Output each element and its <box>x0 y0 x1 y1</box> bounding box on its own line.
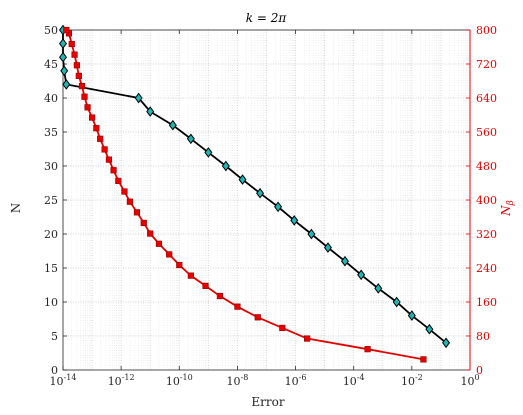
data-point-diamond <box>204 147 213 158</box>
data-point-diamond <box>357 269 366 281</box>
data-point-square <box>81 93 88 100</box>
data-point-square <box>216 292 224 300</box>
y-left-tick-label: 40 <box>44 92 58 105</box>
data-point-square <box>93 125 100 132</box>
series-square <box>63 26 427 363</box>
data-point-square <box>78 83 86 90</box>
y-left-tick-label: 10 <box>44 296 58 309</box>
x-tick-label: 10-2 <box>401 373 423 388</box>
data-point-square <box>254 314 261 321</box>
data-point-square <box>202 282 209 289</box>
y-right-label-main: N <box>499 205 513 217</box>
y-right-tick-label: 800 <box>476 24 497 37</box>
data-point-square <box>71 51 78 58</box>
y-left-tick-label: 45 <box>44 58 58 71</box>
chart-title: k = 2π <box>246 11 288 25</box>
y-right-tick-label: 320 <box>476 228 497 241</box>
y-right-axis-label: Nβ <box>499 200 516 217</box>
data-point-diamond <box>323 242 332 253</box>
data-point-diamond <box>134 92 143 104</box>
data-point-diamond <box>59 51 67 63</box>
y-right-tick-label: 480 <box>476 160 497 173</box>
data-point-diamond <box>146 106 155 117</box>
data-point-square <box>75 72 82 79</box>
data-point-square <box>63 26 70 34</box>
y-right-tick-label: 0 <box>476 364 483 377</box>
series-layer <box>59 24 451 363</box>
data-point-square <box>140 219 147 227</box>
data-point-diamond <box>221 160 230 172</box>
y-right-tick-label: 240 <box>476 262 497 275</box>
y-right-tick-label: 720 <box>476 58 497 71</box>
data-point-square <box>279 324 286 332</box>
x-tick-label: 10-6 <box>285 373 307 388</box>
data-point-square <box>147 230 154 237</box>
data-point-diamond <box>238 174 247 185</box>
data-point-square <box>166 251 173 258</box>
data-point-square <box>234 303 241 310</box>
x-tick-label: 10-8 <box>227 373 249 388</box>
data-point-diamond <box>307 228 316 240</box>
y-right-tick-label: 640 <box>476 92 497 105</box>
data-point-diamond <box>186 133 195 145</box>
y-left-tick-label: 20 <box>44 228 58 241</box>
data-point-diamond <box>290 215 299 226</box>
y-left-axis-label: N <box>9 203 23 214</box>
data-point-square <box>68 40 75 48</box>
data-point-square <box>304 335 311 342</box>
series-diamond <box>59 24 451 349</box>
data-point-diamond <box>256 187 265 199</box>
data-point-square <box>97 135 104 142</box>
data-point-square <box>121 188 128 195</box>
data-point-square <box>88 114 96 121</box>
x-axis-label: Error <box>251 395 284 409</box>
y-right-tick-label: 400 <box>476 194 497 207</box>
data-point-square <box>176 261 183 269</box>
x-tick-label: 10-4 <box>343 373 365 388</box>
y-left-tick-label: 25 <box>44 194 58 207</box>
data-point-diamond <box>59 38 67 49</box>
data-point-diamond <box>60 65 69 77</box>
data-point-square <box>187 272 194 279</box>
y-right-tick-label: 560 <box>476 126 497 139</box>
data-point-square <box>115 177 122 184</box>
data-point-diamond <box>407 310 416 321</box>
data-point-square <box>155 240 163 247</box>
data-point-square <box>84 104 91 111</box>
x-tick-label: 10-12 <box>108 373 135 388</box>
y-left-tick-label: 0 <box>51 364 58 377</box>
x-tick-label: 10-14 <box>50 373 77 388</box>
y-left-tick-label: 50 <box>44 24 58 37</box>
data-point-diamond <box>340 255 349 267</box>
y-left-tick-label: 15 <box>44 262 58 275</box>
data-point-square <box>364 346 371 353</box>
x-tick-label: 10-10 <box>166 373 193 388</box>
data-point-diamond <box>442 337 451 349</box>
data-point-diamond <box>274 201 283 213</box>
y-right-label-sub: β <box>506 200 516 206</box>
data-point-square <box>73 62 80 69</box>
data-point-square <box>420 356 427 363</box>
data-point-square <box>110 167 117 174</box>
data-point-square <box>126 198 133 205</box>
data-point-square <box>101 146 108 153</box>
data-point-square <box>105 156 113 163</box>
data-point-diamond <box>168 119 177 131</box>
data-point-diamond <box>374 283 383 294</box>
x-tick-label: 100 <box>460 373 479 388</box>
axes: 10-14 10-12 10-10 10-8 10-6 10-4 10-2 100051015… <box>44 24 497 388</box>
data-point-diamond <box>425 323 434 335</box>
y-left-tick-label: 35 <box>44 126 58 139</box>
y-left-tick-label: 5 <box>51 330 58 343</box>
data-point-square <box>133 209 141 216</box>
data-point-diamond <box>392 296 401 308</box>
data-point-diamond <box>62 79 71 90</box>
y-right-tick-label: 80 <box>476 330 490 343</box>
y-right-tick-label: 160 <box>476 296 497 309</box>
y-left-tick-label: 30 <box>44 160 58 173</box>
